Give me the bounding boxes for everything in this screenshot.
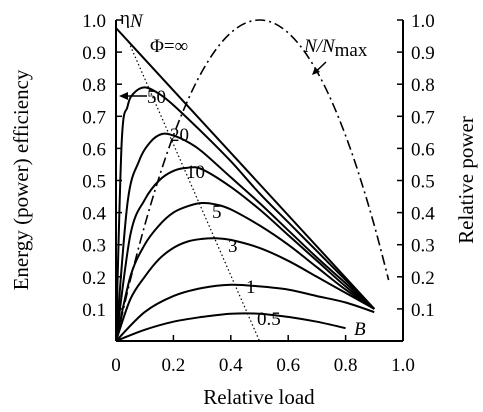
x-axis-title: Relative load [203, 385, 315, 409]
y-right-tick-label: 1.0 [411, 11, 435, 32]
y-left-tick-label: 1.0 [82, 11, 106, 32]
x-tick-label: 0.6 [276, 355, 300, 376]
curve-label-1: 1 [246, 277, 256, 298]
y-right-tick-label: 0.6 [411, 139, 435, 160]
y-right-tick-label: 0.1 [411, 300, 435, 321]
y-left-tick-label: 0.3 [82, 236, 106, 257]
series-line-10 [115, 166, 375, 342]
ticks: 0 0.2 0.4 0.6 0.8 1.0 0.1 0.1 0.2 0.2 0.3 0.3 0.4 0.4… [82, 11, 435, 376]
y-left-tick-label: 0.1 [82, 300, 106, 321]
y-axis-right-title: Relative power [454, 116, 478, 244]
y-right-tick-label: 0.3 [411, 236, 435, 257]
series-line-inf [115, 27, 376, 310]
y-right-tick-label: 0.9 [411, 43, 435, 64]
series-line-dotted-line [129, 45, 261, 342]
n-nmax-label: N/Nmax [303, 36, 368, 61]
series-line-1 [115, 283, 375, 342]
series-line-20 [115, 132, 375, 342]
series-line-3 [115, 237, 375, 342]
series-line-50 [115, 86, 376, 342]
curve-label-0-5: 0.5 [257, 309, 281, 330]
annotations: ηN Φ=∞ N/Nmax 50 20 10 5 3 1 0.5 B [119, 8, 368, 340]
efficiency-arrow [119, 92, 147, 100]
x-tick-label: 0 [111, 355, 121, 376]
point-b-label: B [354, 319, 366, 340]
y-left-tick-label: 0.9 [82, 43, 106, 64]
series-line-0-5 [115, 312, 346, 342]
x-tick-label: 0.8 [334, 355, 358, 376]
curve-label-20: 20 [170, 125, 189, 146]
y-right-tick-label: 0.8 [411, 75, 435, 96]
y-left-tick-label: 0.8 [82, 75, 106, 96]
curve-label-10: 10 [186, 162, 205, 183]
y-right-tick-label: 0.2 [411, 268, 435, 289]
y-left-tick-label: 0.7 [82, 107, 106, 128]
y-left-tick-label: 0.2 [82, 268, 106, 289]
y-left-tick-label: 0.4 [82, 204, 106, 225]
y-axis-left-title: Energy (power) efficiency [9, 69, 33, 290]
curve-label-50: 50 [147, 87, 166, 108]
x-tick-label: 0.2 [162, 355, 186, 376]
n-nmax-arrow [312, 61, 327, 75]
y-right-tick-label: 0.4 [411, 204, 435, 225]
curve-label-3: 3 [228, 236, 238, 257]
series-line-5 [115, 201, 375, 342]
eta-n-label: ηN [120, 8, 144, 32]
x-tick-label: 0.4 [219, 355, 243, 376]
y-right-tick-label: 0.5 [411, 172, 435, 193]
y-left-tick-label: 0.6 [82, 139, 106, 160]
phi-infinity-label: Φ=∞ [150, 36, 188, 57]
curve-label-5: 5 [212, 202, 222, 223]
y-left-tick-label: 0.5 [82, 172, 106, 193]
x-tick-label: 1.0 [391, 355, 415, 376]
curves [115, 19, 390, 342]
y-right-tick-label: 0.7 [411, 107, 435, 128]
